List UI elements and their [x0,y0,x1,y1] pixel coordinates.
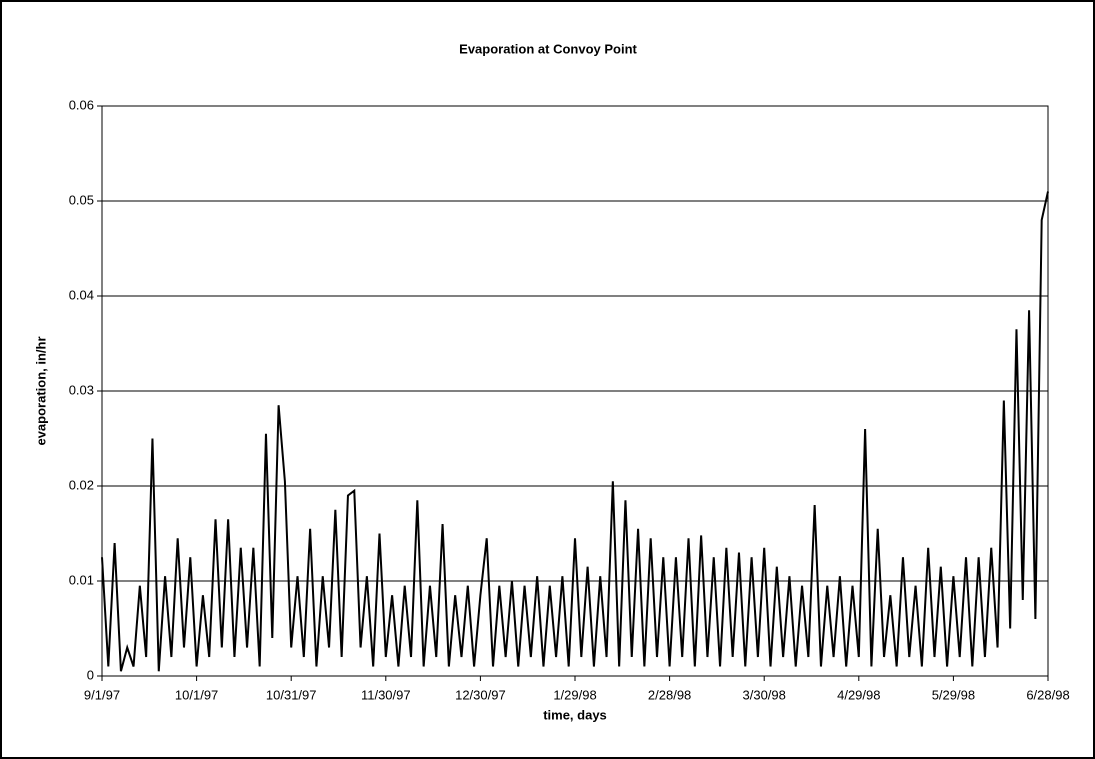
x-tick-label: 3/30/98 [743,687,786,702]
y-tick-label: 0.02 [69,477,94,492]
x-axis-label: time, days [543,707,607,722]
x-tick-label: 12/30/97 [455,687,506,702]
x-tick-label: 10/1/97 [175,687,218,702]
x-tick-label: 4/29/98 [837,687,880,702]
x-tick-label: 1/29/98 [553,687,596,702]
y-tick-label: 0.05 [69,192,94,207]
y-tick-label: 0 [87,667,94,682]
y-tick-label: 0.04 [69,287,94,302]
x-tick-label: 2/28/98 [648,687,691,702]
x-tick-label: 9/1/97 [84,687,120,702]
x-tick-label: 5/29/98 [932,687,975,702]
y-axis-label: evaporation, in/hr [33,336,48,445]
chart-title: Evaporation at Convoy Point [459,41,637,56]
y-tick-label: 0.03 [69,382,94,397]
x-tick-label: 10/31/97 [266,687,317,702]
x-tick-label: 6/28/98 [1026,687,1069,702]
y-tick-label: 0.01 [69,572,94,587]
x-tick-label: 11/30/97 [361,687,411,702]
y-tick-label: 0.06 [69,97,94,112]
series-line [101,191,1049,672]
